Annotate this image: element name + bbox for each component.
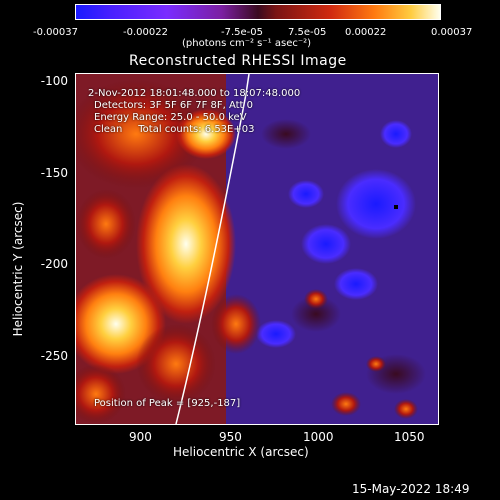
colorbar-tick: 0.00037 [431, 27, 473, 38]
y-tick-label: -150 [40, 166, 68, 180]
y-axis-label: Heliocentric Y (arcsec) [11, 201, 25, 337]
colorbar-tick: -0.00037 [33, 27, 78, 38]
image-plot-area: 2-Nov-2012 18:01:48.000 to 18:07:48.000 … [75, 73, 439, 425]
plot-title: Reconstructed RHESSI Image [129, 53, 347, 69]
colorbar-tick: 0.00022 [345, 27, 387, 38]
colorbar-tick: -0.00022 [123, 27, 168, 38]
annotation-detectors: Detectors: 3F 5F 6F 7F 8F, Att 0 [94, 100, 254, 111]
heatmap-image [76, 74, 438, 424]
colorbar-ticks: -0.00037 -0.00022 -7.5e-05 7.5e-05 0.000… [33, 27, 478, 41]
annotation-energy-range: Energy Range: 25.0 - 50.0 keV [94, 112, 247, 123]
colorbar-unit-label: (photons cm⁻² s⁻¹ asec⁻²) [182, 38, 312, 49]
y-tick-label: -100 [40, 74, 68, 88]
annotation-time-range: 2-Nov-2012 18:01:48.000 to 18:07:48.000 [88, 88, 301, 99]
colorbar-tick: 7.5e-05 [288, 27, 327, 38]
x-tick-label: 900 [129, 430, 152, 444]
x-tick-label: 950 [219, 430, 242, 444]
x-tick-label: 1050 [394, 430, 425, 444]
annotation-total-counts: Clean Total counts: 6.53E+03 [94, 124, 255, 135]
x-tick-label: 1000 [303, 430, 334, 444]
colorbar-tick: -7.5e-05 [221, 27, 263, 38]
x-axis-label: Heliocentric X (arcsec) [173, 445, 309, 459]
annotation-peak-position: Position of Peak = [925,-187] [94, 398, 241, 409]
footer-timestamp: 15-May-2022 18:49 [352, 482, 470, 496]
y-tick-label: -200 [40, 257, 68, 271]
y-tick-label: -250 [40, 349, 68, 363]
colorbar [75, 4, 441, 20]
